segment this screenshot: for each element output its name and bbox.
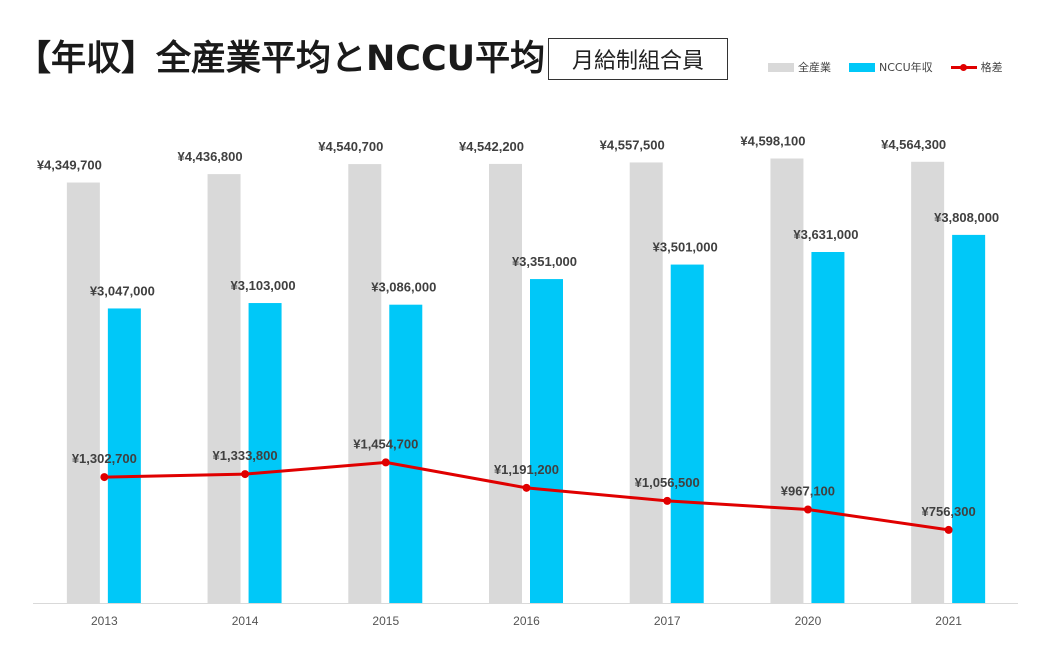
label-gap-2014: ¥1,333,800	[213, 448, 278, 463]
legend-swatch-all-industry	[768, 62, 794, 72]
x-tick-2014: 2014	[232, 614, 259, 628]
bar-all-industry-2017	[629, 162, 663, 604]
legend-label-nccu: NCCU年収	[879, 61, 933, 74]
bar-nccu-2014	[248, 303, 282, 603]
gap-point-2021	[944, 525, 953, 534]
legend-item-all-industry: 全産業	[768, 59, 831, 75]
x-tick-2015: 2015	[372, 614, 399, 628]
label-nccu-2014: ¥3,103,000	[231, 278, 296, 293]
bar-all-industry-2020	[770, 158, 804, 603]
gap-point-2020	[803, 505, 812, 514]
label-gap-2016: ¥1,191,200	[494, 462, 559, 477]
legend-swatch-nccu	[849, 62, 875, 72]
label-gap-2015: ¥1,454,700	[353, 436, 418, 451]
label-nccu-2021: ¥3,808,000	[934, 210, 999, 225]
x-tick-2013: 2013	[91, 614, 118, 628]
label-nccu-2013: ¥3,047,000	[90, 283, 155, 298]
label-gap-2013: ¥1,302,700	[72, 451, 137, 466]
x-tick-2016: 2016	[513, 614, 540, 628]
label-all-industry-2016: ¥4,542,200	[459, 139, 524, 154]
chart-title: 【年収】全産業平均とNCCU平均	[16, 39, 546, 79]
bar-nccu-2020	[811, 252, 845, 603]
bar-all-industry-2015	[348, 164, 382, 603]
bar-nccu-2021	[952, 234, 986, 604]
label-all-industry-2017: ¥4,557,500	[600, 137, 665, 152]
label-gap-2021: ¥756,300	[922, 504, 976, 519]
legend-label-gap: 格差	[980, 61, 1003, 74]
bar-nccu-2016	[530, 279, 563, 603]
bar-all-industry-2014	[207, 174, 241, 604]
label-all-industry-2020: ¥4,598,100	[740, 134, 805, 149]
bar-nccu-2017	[670, 264, 704, 603]
label-nccu-2017: ¥3,501,000	[653, 240, 718, 255]
x-tick-2020: 2020	[795, 614, 822, 628]
legend-item-gap: 格差	[950, 59, 1003, 75]
bar-all-industry-2021	[911, 161, 945, 603]
gap-point-2016	[522, 483, 531, 492]
label-gap-2017: ¥1,056,500	[635, 475, 700, 490]
bar-nccu-2013	[107, 308, 141, 603]
bar-all-industry-2016	[489, 163, 522, 604]
label-all-industry-2015: ¥4,540,700	[318, 139, 383, 154]
legend-item-nccu: NCCU年収	[849, 59, 933, 75]
label-nccu-2016: ¥3,351,000	[512, 254, 577, 269]
x-tick-2017: 2017	[654, 614, 681, 628]
bar-nccu-2015	[389, 304, 423, 603]
gap-point-2014	[241, 470, 250, 479]
legend-swatch-gap	[950, 63, 977, 72]
label-all-industry-2014: ¥4,436,800	[178, 149, 243, 164]
chart-legend: 全産業 NCCU年収 格差	[768, 59, 1021, 75]
gap-point-2013	[100, 473, 109, 482]
label-gap-2020: ¥967,100	[781, 484, 835, 499]
label-nccu-2020: ¥3,631,000	[793, 227, 858, 242]
employee-type-badge: 月給制組合員	[548, 38, 728, 80]
gap-point-2017	[663, 496, 672, 505]
label-nccu-2015: ¥3,086,000	[371, 280, 436, 295]
legend-label-all-industry: 全産業	[798, 61, 831, 74]
bar-all-industry-2013	[66, 182, 100, 604]
gap-point-2015	[381, 458, 390, 467]
label-all-industry-2021: ¥4,564,300	[881, 137, 946, 152]
label-all-industry-2013: ¥4,349,700	[37, 158, 102, 173]
x-tick-2021: 2021	[935, 614, 962, 628]
